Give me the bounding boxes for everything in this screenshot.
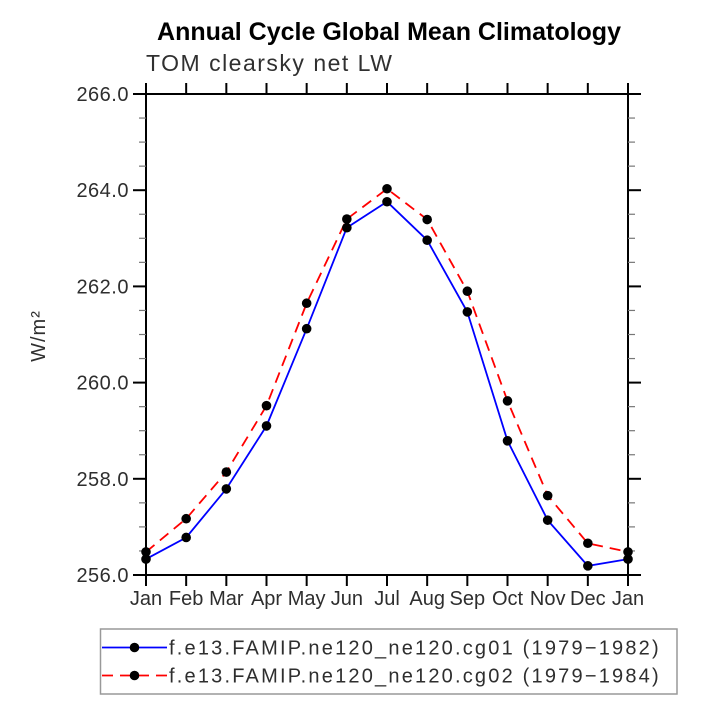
y-axis-label: W/m² <box>28 310 50 362</box>
y-tick-label: 258.0 <box>76 469 129 491</box>
chart-title: Annual Cycle Global Mean Climatology <box>157 18 621 46</box>
legend-entry-label-0: f.e13.FAMIP.ne120_ne120.cg01 (1979−1982) <box>169 638 661 660</box>
chart-subtitle: TOM clearsky net LW <box>146 50 393 76</box>
legend-sample-marker-1 <box>129 670 140 681</box>
data-point-s0 <box>301 323 312 334</box>
plot-area: 256.0 258.0 260.0 262.0 264.0 266.0 Jan Feb Mar A… <box>76 83 644 610</box>
legend: f.e13.FAMIP.ne120_ne120.cg01 (1979−1982)… <box>99 628 678 695</box>
data-point-s0 <box>382 196 392 207</box>
data-point-s1 <box>221 467 232 477</box>
data-point-s1 <box>301 298 312 309</box>
data-point-s0 <box>141 554 151 564</box>
data-point-s1 <box>382 183 392 194</box>
x-tick-label: Apr <box>251 588 282 610</box>
x-tick-label: Feb <box>169 588 203 610</box>
data-point-s1 <box>623 547 633 557</box>
x-tick-label: Nov <box>530 588 566 610</box>
data-point-s0 <box>462 307 473 317</box>
x-tick-label: Oct <box>492 588 524 610</box>
x-tick-label: Jun <box>331 588 363 610</box>
y-tick-label: 266.0 <box>76 84 129 106</box>
y-tick-label: 262.0 <box>76 276 129 298</box>
x-tick-label: Mar <box>209 588 244 610</box>
data-point-s0 <box>342 222 352 233</box>
y-tick-label: 264.0 <box>76 180 129 202</box>
data-point-s0 <box>221 484 232 494</box>
data-point-s1 <box>342 214 352 224</box>
data-point-s0 <box>583 561 593 571</box>
data-point-s0 <box>542 515 553 525</box>
plot-frame <box>145 93 629 576</box>
data-point-s0 <box>422 235 432 246</box>
series-line-0 <box>145 200 629 567</box>
x-tick-label: Jan <box>130 588 162 610</box>
x-tick-label: May <box>288 588 326 610</box>
data-point-s1 <box>422 214 432 225</box>
data-point-s0 <box>623 554 633 564</box>
data-point-s1 <box>542 490 553 501</box>
x-tick-label: Sep <box>450 588 486 610</box>
y-tick-label: 256.0 <box>76 565 129 587</box>
legend-entry-label-1: f.e13.FAMIP.ne120_ne120.cg02 (1979−1984) <box>169 666 661 688</box>
x-tick-label: Jul <box>374 588 400 610</box>
y-tick-label: 260.0 <box>76 373 129 395</box>
data-point-s0 <box>181 532 191 543</box>
data-point-s1 <box>141 547 151 557</box>
data-point-s1 <box>502 396 513 406</box>
legend-box <box>99 628 678 695</box>
x-tick-label: Jan <box>612 588 644 610</box>
data-point-s0 <box>261 421 272 431</box>
data-point-s0 <box>502 436 513 446</box>
legend-sample-marker-0 <box>129 642 140 653</box>
data-point-s1 <box>462 286 473 297</box>
data-point-s1 <box>261 400 272 411</box>
x-tick-label: Aug <box>409 588 445 610</box>
x-tick-label: Dec <box>570 588 606 610</box>
data-point-s1 <box>181 513 191 524</box>
data-point-s1 <box>583 538 593 549</box>
